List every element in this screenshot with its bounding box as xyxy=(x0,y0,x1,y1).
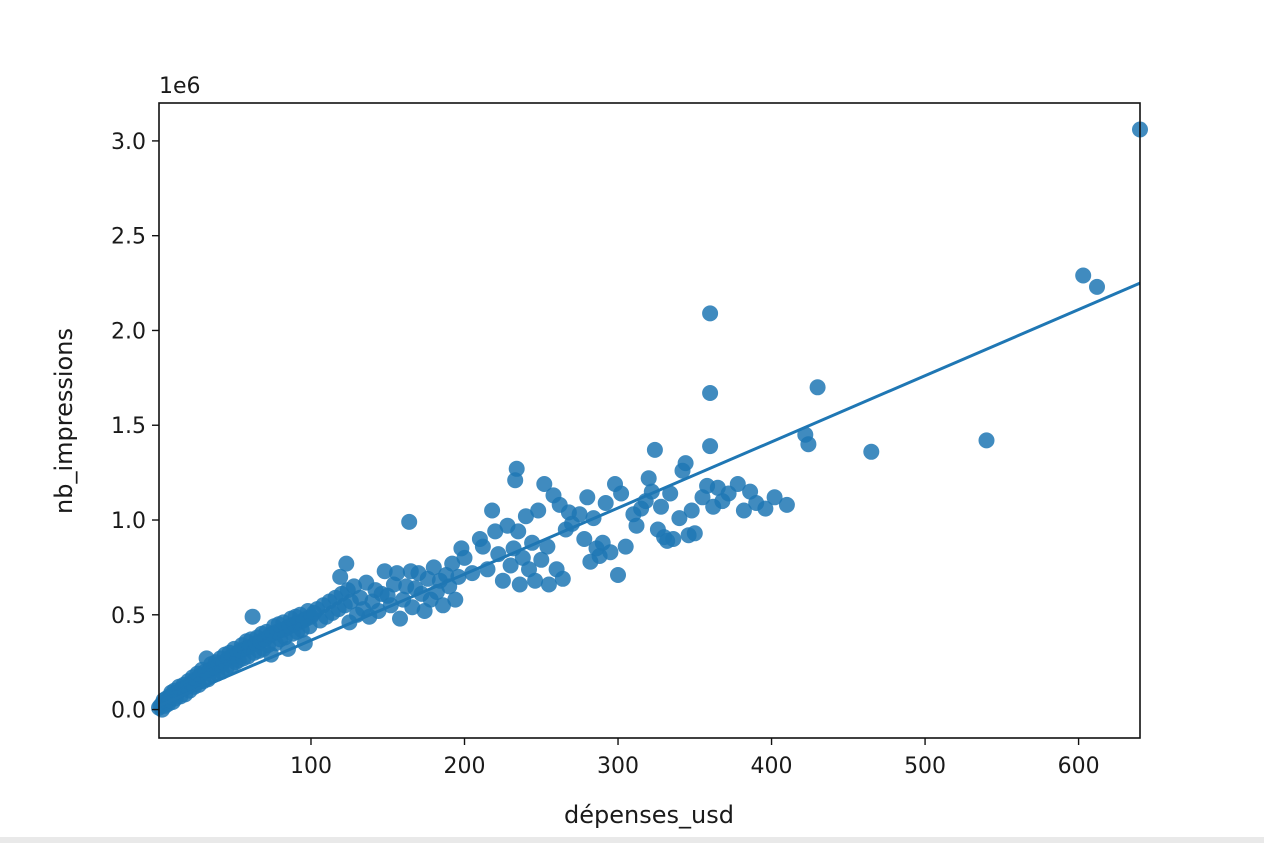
data-point xyxy=(613,485,630,502)
data-point xyxy=(554,570,571,587)
x-tick-label: 400 xyxy=(751,754,793,779)
data-point xyxy=(653,498,669,515)
data-point xyxy=(376,563,393,580)
plot-frame xyxy=(158,102,1141,739)
data-point xyxy=(338,555,355,572)
x-tick-label: 100 xyxy=(290,754,332,779)
data-point xyxy=(494,572,511,589)
data-point xyxy=(435,597,451,614)
data-points xyxy=(151,121,1148,718)
data-point xyxy=(510,523,527,540)
data-point xyxy=(401,513,418,530)
data-point xyxy=(1089,278,1105,295)
data-point xyxy=(389,565,405,582)
y-tick-label: 1.0 xyxy=(111,509,146,534)
data-point xyxy=(444,555,461,572)
data-point xyxy=(863,443,880,460)
data-point xyxy=(392,610,408,627)
data-point xyxy=(778,496,795,513)
data-point xyxy=(735,502,752,519)
x-tick-label: 500 xyxy=(904,754,946,779)
data-point xyxy=(484,502,501,519)
data-point xyxy=(766,489,783,506)
data-point xyxy=(665,531,682,547)
data-point xyxy=(539,538,556,555)
data-point xyxy=(511,576,528,593)
data-point xyxy=(456,549,473,566)
data-point xyxy=(425,559,442,576)
data-point xyxy=(540,576,557,593)
y-axis-label: nb_impressions xyxy=(50,328,78,514)
y-tick-label: 2.0 xyxy=(111,319,146,344)
data-point xyxy=(729,476,746,492)
y-axis-ticks: 0.0 0.5 1.0 1.5 2.0 2.5 3.0 xyxy=(111,130,159,724)
data-point xyxy=(536,476,553,492)
x-tick-label: 300 xyxy=(597,754,639,779)
data-point xyxy=(597,495,614,511)
data-point xyxy=(809,379,826,396)
data-point xyxy=(702,438,719,455)
data-point xyxy=(576,531,593,547)
data-point xyxy=(978,432,995,449)
data-point xyxy=(677,455,694,472)
data-point xyxy=(662,485,679,502)
data-point xyxy=(487,523,504,540)
x-tick-label: 200 xyxy=(444,754,486,779)
data-point xyxy=(640,470,657,487)
data-point xyxy=(474,538,491,555)
regression-line xyxy=(158,281,1141,708)
data-point xyxy=(447,591,464,608)
data-point xyxy=(508,460,525,477)
y-tick-label: 3.0 xyxy=(111,130,146,155)
data-point xyxy=(646,441,663,458)
data-point xyxy=(332,568,349,585)
data-point xyxy=(628,517,645,534)
data-point xyxy=(683,502,700,519)
data-point xyxy=(671,510,688,527)
y-tick-label: 0.5 xyxy=(111,604,146,629)
data-point xyxy=(404,599,421,616)
y-tick-label: 2.5 xyxy=(111,225,146,250)
data-point xyxy=(530,502,547,519)
data-point xyxy=(610,567,626,583)
data-point xyxy=(579,489,596,506)
data-point xyxy=(702,385,719,401)
data-point xyxy=(686,525,703,542)
data-point xyxy=(602,544,619,561)
data-point xyxy=(533,551,550,568)
data-point xyxy=(702,305,719,322)
data-point xyxy=(244,608,261,625)
x-tick-label: 600 xyxy=(1058,754,1100,779)
data-point xyxy=(527,572,544,589)
data-point xyxy=(617,538,634,555)
data-point xyxy=(800,436,817,453)
data-point xyxy=(571,506,588,523)
y-tick-label: 0.0 xyxy=(111,699,146,724)
data-point xyxy=(517,508,534,525)
regression-line-layer xyxy=(158,281,1141,708)
data-point xyxy=(757,500,774,517)
x-axis-label: dépenses_usd xyxy=(564,801,734,829)
y-axis-offset-label: 1e6 xyxy=(159,74,201,99)
x-axis-ticks: 100 200 300 400 500 600 xyxy=(290,738,1100,779)
data-point xyxy=(1075,267,1092,284)
y-tick-label: 1.5 xyxy=(111,414,146,439)
data-point xyxy=(502,557,519,574)
bottom-strip xyxy=(0,837,1264,843)
